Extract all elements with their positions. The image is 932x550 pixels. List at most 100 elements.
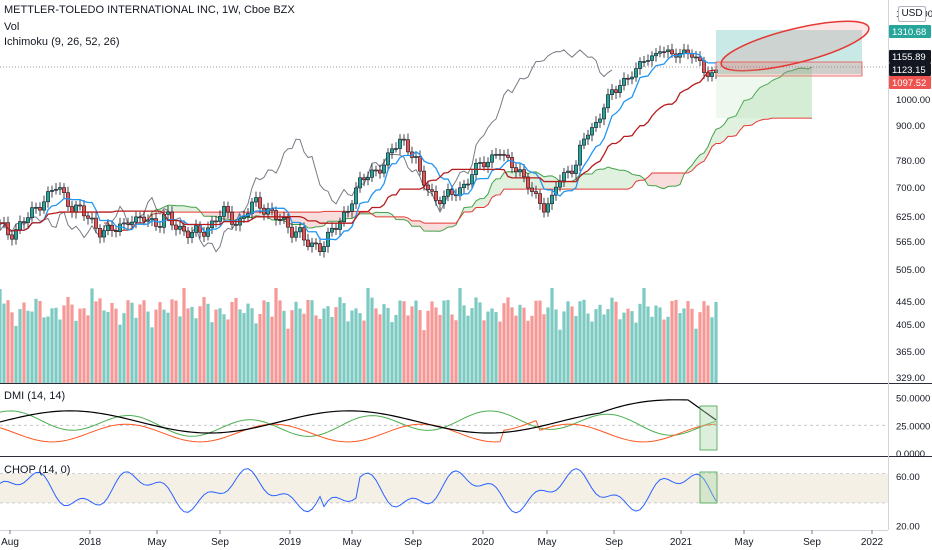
volume-bar: [202, 297, 206, 383]
volume-bar: [46, 316, 50, 383]
volume-bar: [94, 301, 98, 383]
candle-body: [586, 134, 590, 140]
candle-body: [50, 190, 54, 192]
volume-bar: [334, 307, 338, 383]
volume-bar: [350, 310, 354, 383]
volume-bar: [526, 320, 530, 383]
price-label-value: 1097.52: [892, 78, 926, 89]
volume-bar: [534, 300, 538, 383]
ichimoku-cloud-segment: [532, 171, 536, 190]
price-label-value: 1310.68: [892, 27, 926, 38]
volume-bar: [82, 308, 86, 383]
ichimoku-cloud-segment: [448, 223, 452, 228]
candle-body: [398, 138, 402, 149]
volume-bar: [18, 309, 22, 383]
candle-body: [214, 220, 218, 223]
ichimoku-legend[interactable]: Ichimoku (9, 26, 52, 26): [4, 36, 120, 48]
ichimoku-cloud-segment: [732, 115, 736, 137]
volume-bar: [386, 307, 390, 383]
candle-body: [446, 189, 450, 197]
ichimoku-cloud-segment: [208, 212, 212, 217]
candle-body: [550, 194, 554, 205]
volume-bar: [442, 300, 446, 383]
ichimoku-cloud-segment: [712, 129, 716, 147]
ichimoku-cloud-segment: [468, 206, 472, 212]
ichimoku-leading-span-b: [103, 117, 812, 232]
volume-bar: [294, 301, 298, 383]
volume-bar: [274, 288, 278, 383]
volume-bar: [630, 311, 634, 383]
ichimoku-cloud-segment: [408, 217, 412, 227]
ichimoku-cloud-segment: [292, 212, 296, 225]
volume-bar: [270, 316, 274, 383]
time-tick-label: May: [735, 537, 754, 548]
candle-body: [414, 156, 418, 158]
candle-body: [438, 200, 442, 205]
volume-bar: [230, 301, 234, 383]
volume-bar: [214, 309, 218, 383]
candle-body: [38, 207, 42, 211]
volume-legend[interactable]: Vol: [4, 21, 20, 33]
candle-body: [314, 242, 318, 245]
candle-body: [226, 206, 230, 213]
chop-tick-label: 60.00: [896, 472, 920, 483]
ichimoku-cloud-segment: [492, 178, 496, 198]
candle-body: [670, 49, 674, 55]
volume-bar: [538, 300, 542, 383]
price-label-tag: [889, 63, 931, 76]
dmi-legend[interactable]: DMI (14, 14): [4, 390, 66, 402]
volume-bar: [130, 302, 134, 383]
volume-bar: [178, 316, 182, 383]
candle-body: [78, 204, 82, 207]
volume-bar: [486, 311, 490, 383]
ichimoku-cloud-segment: [780, 73, 784, 119]
volume-bar: [446, 299, 450, 383]
time-tick-label: 2018: [79, 537, 102, 548]
candle-body: [294, 231, 298, 238]
price-tick-label: 445.00: [896, 297, 925, 308]
volume-bar: [234, 297, 238, 383]
candle-body: [582, 138, 586, 146]
ichimoku-cloud-segment: [296, 212, 300, 225]
volume-bar: [366, 288, 370, 383]
ichimoku-cloud-segment: [396, 216, 400, 220]
chop-legend[interactable]: CHOP (14, 0): [4, 464, 71, 476]
ichimoku-cloud-segment: [664, 172, 668, 189]
candle-body: [498, 154, 502, 156]
ichimoku-cloud-segment: [376, 212, 380, 217]
candle-body: [190, 232, 194, 238]
candle-body: [666, 49, 670, 53]
time-tick-label: Aug: [1, 537, 19, 548]
ichimoku-cloud-segment: [536, 171, 540, 190]
price-tick-label: 329.00: [896, 373, 925, 384]
volume-bar: [38, 300, 42, 383]
dmi-tick-label: 50.0000: [896, 394, 930, 405]
candle-body: [334, 227, 338, 230]
ichimoku-cloud-segment: [660, 172, 664, 189]
ichimoku-cloud-segment: [320, 211, 324, 227]
price-tick-label: 405.00: [896, 320, 925, 331]
candle-body: [290, 226, 294, 238]
volume-bar: [570, 306, 574, 383]
volume-bar: [498, 321, 502, 383]
volume-bar: [74, 320, 78, 383]
dmi-tick-label: 25.0000: [896, 421, 930, 432]
price-tick-label: 625.00: [896, 212, 925, 223]
candle-body: [650, 55, 654, 61]
candle-body: [350, 203, 354, 212]
candle-body: [602, 107, 606, 120]
volume-bar: [466, 315, 470, 383]
volume-bar: [10, 312, 14, 383]
volume-bar: [378, 314, 382, 383]
price-tick-label: 700.00: [896, 183, 925, 194]
volume-bar: [170, 299, 174, 383]
volume-bar: [654, 305, 658, 383]
candle-body: [154, 218, 158, 227]
volume-bar: [562, 311, 566, 383]
volume-bar: [186, 308, 190, 383]
candle-body: [58, 187, 62, 190]
volume-bar: [674, 299, 678, 383]
currency-button[interactable]: USD: [898, 6, 926, 22]
candle-body: [626, 77, 630, 80]
